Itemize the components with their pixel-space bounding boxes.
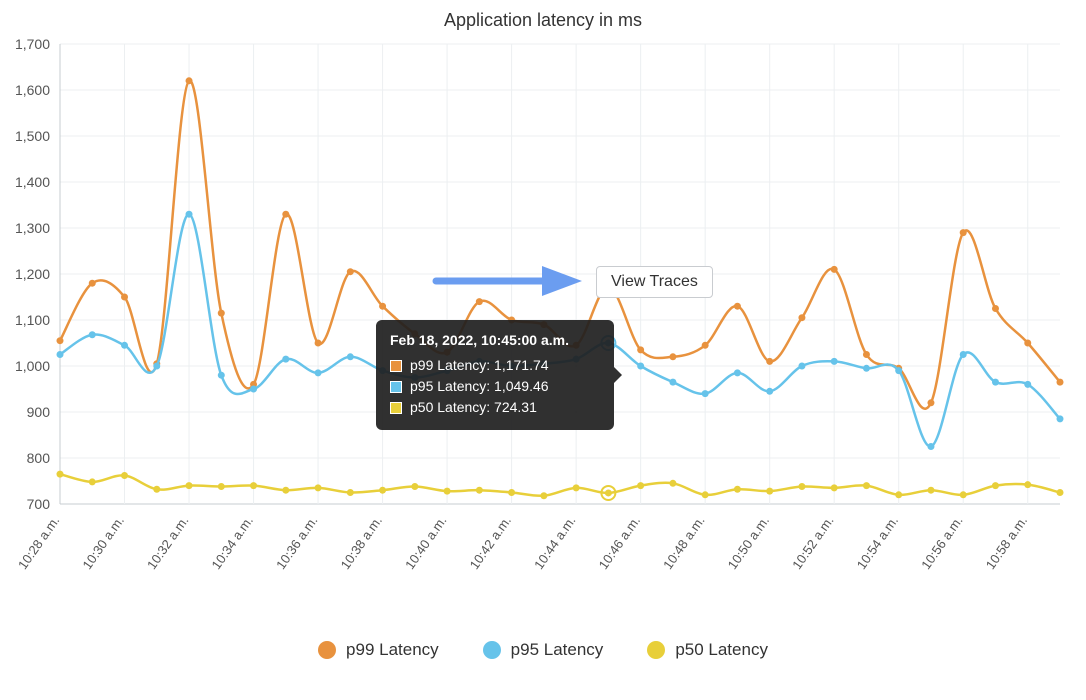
svg-text:1,000: 1,000 <box>15 358 50 374</box>
svg-text:10:40 a.m.: 10:40 a.m. <box>402 513 450 572</box>
svg-text:10:54 a.m.: 10:54 a.m. <box>854 513 902 572</box>
arrow-annotation <box>430 258 590 309</box>
chart-legend: p99 Latency p95 Latency p50 Latency <box>0 640 1086 664</box>
view-traces-label: View Traces <box>611 273 698 290</box>
legend-item[interactable]: p50 Latency <box>647 640 768 660</box>
svg-text:1,200: 1,200 <box>15 266 50 282</box>
svg-text:1,600: 1,600 <box>15 82 50 98</box>
svg-text:10:50 a.m.: 10:50 a.m. <box>725 513 773 572</box>
legend-label: p50 Latency <box>675 640 768 660</box>
legend-swatch-icon <box>483 641 501 659</box>
svg-text:700: 700 <box>27 496 51 512</box>
svg-text:10:56 a.m.: 10:56 a.m. <box>918 513 966 572</box>
chart-plot-svg[interactable]: 700 800 900 1,000 1,100 1,200 1,300 1,400 1,500 1… <box>0 0 1086 620</box>
svg-text:1,400: 1,400 <box>15 174 50 190</box>
svg-text:10:32 a.m.: 10:32 a.m. <box>144 513 192 572</box>
svg-text:10:36 a.m.: 10:36 a.m. <box>273 513 321 572</box>
legend-item[interactable]: p99 Latency <box>318 640 439 660</box>
svg-text:10:34 a.m.: 10:34 a.m. <box>208 513 256 572</box>
svg-text:10:48 a.m.: 10:48 a.m. <box>660 513 708 572</box>
svg-text:10:28 a.m.: 10:28 a.m. <box>15 513 63 572</box>
svg-text:800: 800 <box>27 450 51 466</box>
legend-label: p99 Latency <box>346 640 439 660</box>
legend-swatch-icon <box>318 641 336 659</box>
svg-text:10:44 a.m.: 10:44 a.m. <box>531 513 579 572</box>
legend-swatch-icon <box>647 641 665 659</box>
x-axis-ticks: 10:28 a.m. 10:30 a.m. 10:32 a.m. 10:34 a.m.… <box>15 513 1030 572</box>
svg-text:1,500: 1,500 <box>15 128 50 144</box>
y-axis-ticks: 700 800 900 1,000 1,100 1,200 1,300 1,400 1,500 1… <box>15 36 50 512</box>
legend-label: p95 Latency <box>511 640 604 660</box>
svg-text:10:38 a.m.: 10:38 a.m. <box>338 513 386 572</box>
view-traces-button[interactable]: View Traces <box>596 266 713 298</box>
svg-text:1,100: 1,100 <box>15 312 50 328</box>
hover-markers <box>601 280 615 500</box>
svg-text:10:30 a.m.: 10:30 a.m. <box>79 513 127 572</box>
svg-text:10:46 a.m.: 10:46 a.m. <box>596 513 644 572</box>
svg-text:1,700: 1,700 <box>15 36 50 52</box>
svg-text:900: 900 <box>27 404 51 420</box>
svg-text:1,300: 1,300 <box>15 220 50 236</box>
latency-chart: Application latency in ms 7008009001,000… <box>0 0 1086 700</box>
svg-text:10:52 a.m.: 10:52 a.m. <box>789 513 837 572</box>
svg-text:10:58 a.m.: 10:58 a.m. <box>983 513 1031 572</box>
arrow-icon <box>436 266 582 296</box>
legend-item[interactable]: p95 Latency <box>483 640 604 660</box>
svg-text:10:42 a.m.: 10:42 a.m. <box>467 513 515 572</box>
